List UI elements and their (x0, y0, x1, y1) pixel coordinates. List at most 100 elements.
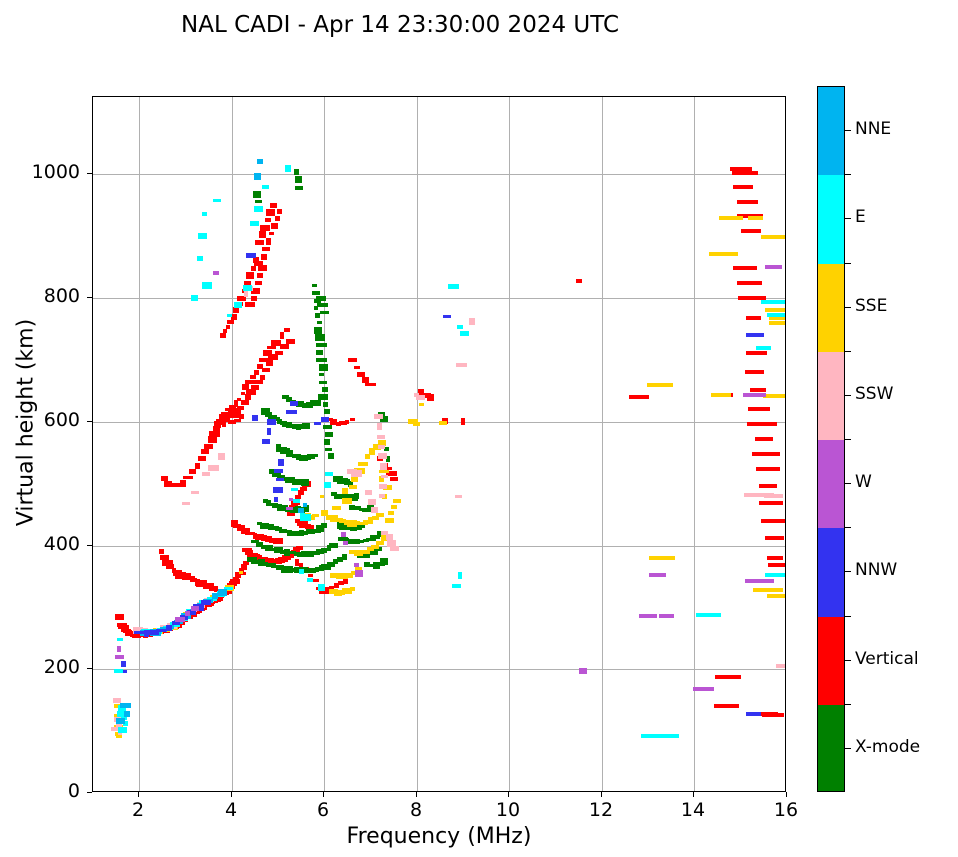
data-point (311, 514, 319, 518)
data-point (171, 482, 181, 487)
data-point (355, 523, 363, 530)
data-point (117, 705, 126, 713)
gridline-vertical (139, 97, 140, 791)
data-point (227, 419, 236, 424)
colorbar-segment-ssw[interactable] (818, 351, 844, 441)
data-point (233, 399, 238, 407)
y-tick-mark (87, 545, 92, 546)
data-point (300, 486, 308, 491)
colorbar-segment-w[interactable] (818, 440, 844, 529)
data-point (291, 488, 299, 492)
data-point (244, 380, 254, 385)
data-point (254, 260, 264, 266)
data-point (338, 421, 347, 426)
colorbar-segment-sse[interactable] (818, 263, 844, 353)
data-point (219, 332, 226, 338)
data-point (267, 526, 279, 531)
data-point (315, 524, 324, 532)
data-point (289, 400, 298, 406)
data-point (255, 200, 263, 204)
colorbar-label-w: W (855, 472, 872, 492)
data-point (355, 566, 363, 574)
data-point (324, 431, 333, 437)
data-point (280, 549, 286, 554)
data-point (241, 527, 251, 534)
data-point (352, 506, 361, 511)
data-point (309, 400, 321, 407)
data-point (229, 405, 237, 409)
colorbar-boundary-tick (845, 174, 851, 175)
data-point (330, 491, 337, 496)
data-point (775, 663, 785, 668)
data-point (761, 299, 785, 304)
data-point (358, 461, 369, 466)
data-point (294, 175, 302, 183)
data-point (294, 559, 299, 567)
data-point (367, 563, 377, 567)
data-point (156, 629, 167, 633)
colorbar-segment-x-mode[interactable] (818, 704, 844, 791)
data-point (251, 295, 257, 301)
data-point (115, 654, 125, 659)
y-tick-label: 200 (43, 656, 80, 678)
data-point (194, 463, 200, 470)
data-point (302, 504, 309, 512)
data-point (363, 561, 370, 567)
data-point (307, 453, 316, 459)
data-point (124, 710, 131, 717)
data-point (291, 424, 298, 429)
data-point (311, 578, 319, 582)
colorbar-segment-vertical[interactable] (818, 616, 844, 706)
data-point (292, 479, 303, 486)
data-point (461, 418, 466, 426)
data-point (314, 421, 322, 425)
colorbar-segment-nne[interactable] (818, 87, 844, 176)
data-point (344, 479, 351, 486)
y-tick-mark (87, 668, 92, 669)
plot-clip (93, 97, 785, 791)
data-point (244, 394, 251, 401)
data-point (427, 393, 435, 401)
data-point (377, 531, 383, 538)
data-point (349, 504, 356, 510)
data-point (418, 388, 425, 396)
data-point (371, 544, 380, 549)
data-point (366, 550, 376, 555)
data-point (744, 492, 775, 497)
data-point (376, 434, 385, 439)
y-tick-label: 800 (43, 285, 80, 307)
data-point (335, 573, 345, 580)
colorbar[interactable] (817, 86, 845, 792)
data-point (380, 531, 388, 536)
data-point (342, 553, 348, 560)
data-point (262, 439, 271, 445)
data-point (333, 582, 339, 588)
data-point (333, 493, 343, 499)
x-tick-mark (601, 792, 602, 797)
data-point (659, 614, 675, 619)
data-point (764, 536, 784, 541)
x-tick-label: 6 (316, 799, 330, 821)
colorbar-boundary-tick (845, 439, 851, 440)
data-point (416, 394, 426, 400)
data-point (233, 576, 240, 581)
data-point (298, 569, 304, 575)
data-point (314, 305, 318, 310)
data-point (329, 543, 339, 549)
data-point (160, 555, 170, 561)
data-point (380, 416, 389, 423)
data-point (261, 254, 268, 261)
data-point (285, 338, 295, 344)
colorbar-segment-e[interactable] (818, 175, 844, 265)
data-point (374, 414, 384, 420)
data-point (318, 588, 326, 594)
data-point (345, 419, 350, 424)
data-point (348, 539, 356, 545)
colorbar-segment-nnw[interactable] (818, 528, 844, 618)
data-point (346, 526, 352, 530)
data-point (213, 271, 220, 276)
x-tick-mark (138, 792, 139, 797)
data-point (654, 734, 679, 739)
data-point (320, 510, 328, 517)
data-point (764, 573, 785, 578)
